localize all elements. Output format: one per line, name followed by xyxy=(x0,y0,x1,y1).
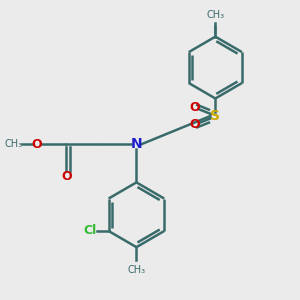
Text: O: O xyxy=(190,101,200,114)
Text: CH₃: CH₃ xyxy=(128,265,146,275)
Text: O: O xyxy=(32,138,42,151)
Text: S: S xyxy=(210,109,220,123)
Text: O: O xyxy=(190,118,200,131)
Text: N: N xyxy=(130,137,142,151)
Text: Cl: Cl xyxy=(83,224,96,238)
Text: CH₃: CH₃ xyxy=(4,139,23,149)
Text: CH₃: CH₃ xyxy=(206,11,224,20)
Text: O: O xyxy=(61,170,72,183)
